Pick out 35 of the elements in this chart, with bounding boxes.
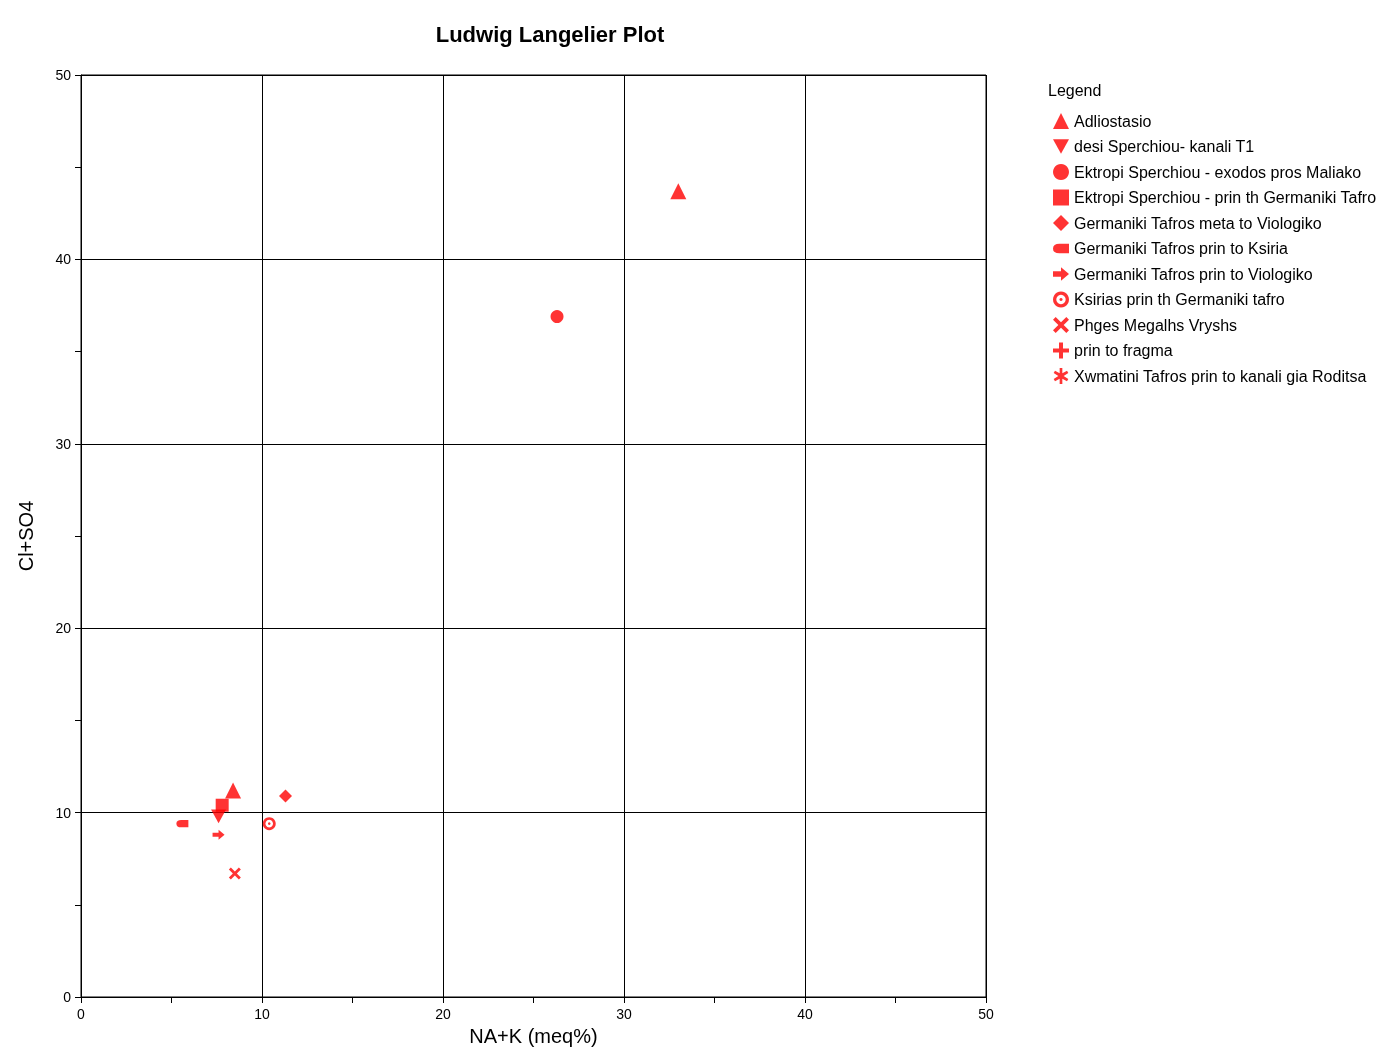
- chart-title: Ludwig Langelier Plot: [435, 21, 665, 47]
- legend-label: Germaniki Tafros prin to Ksiria: [1074, 240, 1289, 257]
- y-tick-label: 0: [63, 989, 72, 1005]
- x-tick-label: 40: [797, 1006, 813, 1022]
- point: [215, 798, 229, 812]
- legend-label: desi Sperchiou- kanali T1: [1074, 138, 1255, 155]
- y-tick-label: 50: [55, 67, 72, 83]
- point: [262, 817, 276, 831]
- point: [225, 782, 242, 799]
- legend-label: Ektropi Sperchiou - exodos pros Maliako: [1074, 163, 1362, 181]
- legend-label: Germaniki Tafros prin to Viologiko: [1074, 265, 1313, 283]
- x-tick-label: 10: [254, 1006, 270, 1022]
- legend-label: Phges Megalhs Vryshs: [1074, 316, 1238, 334]
- legend-label: Xwmatini Tafros prin to kanali gia Roditsa: [1074, 367, 1367, 385]
- point: [670, 183, 687, 200]
- y-tick-label: 40: [55, 251, 72, 268]
- legend-title: Legend: [1048, 81, 1102, 99]
- y-tick-label: 10: [55, 804, 72, 821]
- legend-label: Ektropi Sperchiou - prin th Germaniki Tafro: [1074, 189, 1377, 206]
- point: [279, 789, 293, 803]
- legend-label: Germaniki Tafros meta to Viologiko: [1074, 214, 1322, 232]
- y-tick-label: 30: [55, 435, 72, 452]
- legend-label: Adliostasio: [1074, 112, 1152, 130]
- legend-label: Ksirias prin th Germaniki tafro: [1074, 291, 1285, 308]
- x-axis-title: NA+K (meq%): [469, 1024, 598, 1047]
- point: [550, 310, 564, 324]
- point: [212, 829, 225, 840]
- x-tick-label: 50: [978, 1006, 994, 1022]
- point: [228, 867, 241, 880]
- x-tick-label: 30: [616, 1006, 632, 1022]
- x-tick-label: 20: [435, 1006, 451, 1022]
- legend-label: prin to fragma: [1074, 342, 1173, 359]
- y-tick-label: 20: [55, 620, 72, 637]
- y-axis-title: Cl+SO4: [15, 500, 37, 572]
- x-tick-label: 0: [77, 1006, 86, 1022]
